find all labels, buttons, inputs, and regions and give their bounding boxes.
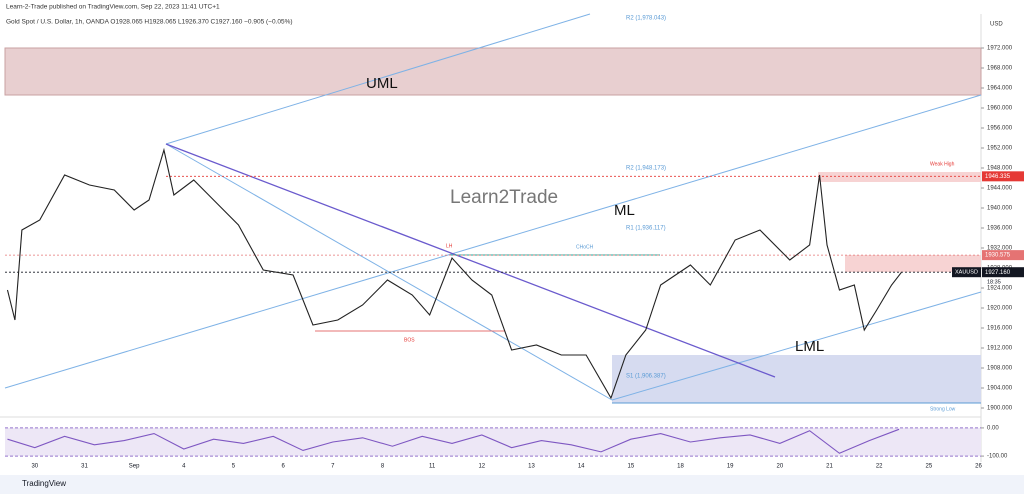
y-tick-label: 1940.000 [987, 206, 1013, 212]
trend-line [165, 143, 776, 378]
x-tick-label: 21 [826, 464, 833, 470]
annotation: BOS [404, 337, 415, 343]
x-tick-label: 20 [776, 464, 783, 470]
annotation: R2 (1,978.043) [626, 16, 666, 22]
x-tick-label: 12 [478, 464, 485, 470]
x-tick-label: 22 [876, 464, 883, 470]
footer: TradingView [22, 479, 66, 488]
currency: USD [990, 22, 1003, 28]
price-line [7, 428, 900, 454]
y-tick-label: 1968.000 [987, 66, 1013, 72]
price-badge-label: 1946.335 [985, 174, 1011, 180]
x-tick-label: 19 [727, 464, 734, 470]
annotation: R1 (1,936.117) [626, 226, 666, 232]
y-tick-label: 1920.000 [987, 306, 1013, 312]
annotation: R2 (1,948.173) [626, 166, 666, 172]
countdown: 18:35 [987, 280, 1001, 286]
x-tick-label: 25 [926, 464, 933, 470]
x-tick-label: 8 [381, 464, 385, 470]
high-zone [818, 172, 981, 182]
x-tick-label: 18 [677, 464, 684, 470]
y-tick-label: 1936.000 [987, 226, 1013, 232]
x-tick-label: 31 [81, 464, 88, 470]
x-tick-label: 14 [578, 464, 585, 470]
x-tick-label: 26 [975, 464, 982, 470]
rsi-band [5, 427, 981, 457]
symbol-badge [952, 267, 981, 278]
price-badge-label: 1930.575 [985, 253, 1011, 259]
footer-bar [0, 475, 1024, 494]
price-line [6, 147, 902, 400]
y-tick-label: 1964.000 [987, 86, 1013, 92]
price-badge [982, 171, 1024, 182]
publisher: Learn-2-Trade published on TradingView.c… [6, 4, 220, 11]
y-tick-label: 1916.000 [987, 326, 1013, 332]
annotation: CHoCH [576, 244, 594, 250]
y-tick-label: 1948.000 [987, 166, 1013, 172]
price-badge [982, 267, 1024, 278]
y-tick-label: 1924.000 [987, 286, 1013, 292]
annotation: Weak High [930, 161, 955, 167]
y-tick-label: 1904.000 [987, 386, 1013, 392]
x-tick-label: 5 [232, 464, 236, 470]
annotation: LML [795, 338, 824, 355]
y-tick-label: 1960.000 [987, 106, 1013, 112]
uml-line [165, 13, 591, 145]
x-tick-label: 7 [331, 464, 335, 470]
demand-zone [612, 355, 981, 403]
symbol-badge-label: XAUUSD [955, 270, 978, 276]
x-tick-label: 30 [31, 464, 38, 470]
ml-line [4, 94, 982, 389]
y-tick-label: 1908.000 [987, 366, 1013, 372]
x-tick-label: 4 [182, 464, 186, 470]
price-badge-label: 1927.160 [985, 270, 1011, 276]
y-tick-label: 1952.000 [987, 146, 1013, 152]
annotation: UML [366, 75, 398, 92]
supply-zone [4, 47, 982, 96]
lml-line [611, 291, 982, 401]
price-badge [982, 250, 1024, 261]
annotation: LH [446, 243, 453, 249]
x-tick-label: 13 [528, 464, 535, 470]
resistance-zone [845, 255, 981, 272]
symbol: Gold Spot / U.S. Dollar, 1h, OANDA O1928… [6, 19, 293, 26]
x-tick-label: Sep [129, 464, 140, 470]
x-tick-label: 15 [627, 464, 634, 470]
y-tick-label: 1932.000 [987, 246, 1013, 252]
y-tick-label: -100.00 [987, 454, 1008, 460]
y-tick-label: 1972.000 [987, 46, 1013, 52]
y-tick-label: 1944.000 [987, 186, 1013, 192]
annotation: S1 (1,906.387) [626, 374, 666, 380]
x-tick-label: 11 [429, 464, 436, 470]
annotation: Learn2Trade [450, 187, 558, 208]
y-tick-label: 0.00 [987, 425, 999, 431]
y-tick-label: 1956.000 [987, 126, 1013, 132]
annotation: Strong Low [930, 406, 956, 412]
y-tick-label: 1900.000 [987, 406, 1013, 412]
x-tick-label: 6 [281, 464, 285, 470]
y-tick-label: 1912.000 [987, 346, 1013, 352]
annotation: ML [614, 202, 635, 219]
